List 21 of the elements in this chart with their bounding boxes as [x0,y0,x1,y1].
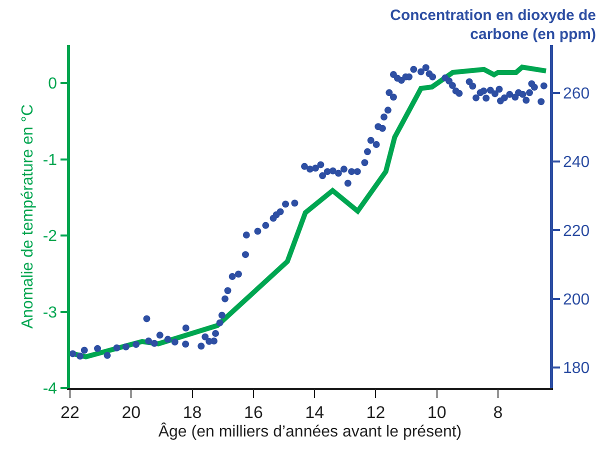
y2-tick-label: 240 [562,154,590,172]
y-tick-label: -3 [42,304,58,322]
x-tick-label: 16 [244,403,263,422]
y-tick-label: -2 [42,228,58,246]
x-tick-label: 14 [305,403,324,422]
x-tick-label: 22 [60,403,80,422]
x-tick-label: 8 [493,403,503,422]
y-tick-label: -4 [42,380,58,398]
x-tick-label: 20 [122,403,141,422]
y2-tick-label: 200 [562,291,590,308]
y-tick-label: -1 [42,152,58,169]
y2-tick-label: 260 [562,86,590,103]
y-axis-title: Anomalie de température en °C [20,104,37,329]
y-tick-label: 0 [48,76,58,93]
y2-axis-title: Concentration en dioxyde de carbone (en ppm) [389,6,596,44]
x-axis-title: Âge (en milliers d’années avant le présent) [158,422,462,440]
y2-tick-label: 220 [562,222,590,240]
x-tick-label: 12 [366,403,386,422]
y2-tick-label: 180 [562,360,590,378]
x-tick-label: 10 [427,403,446,422]
x-tick-label: 18 [182,403,202,422]
